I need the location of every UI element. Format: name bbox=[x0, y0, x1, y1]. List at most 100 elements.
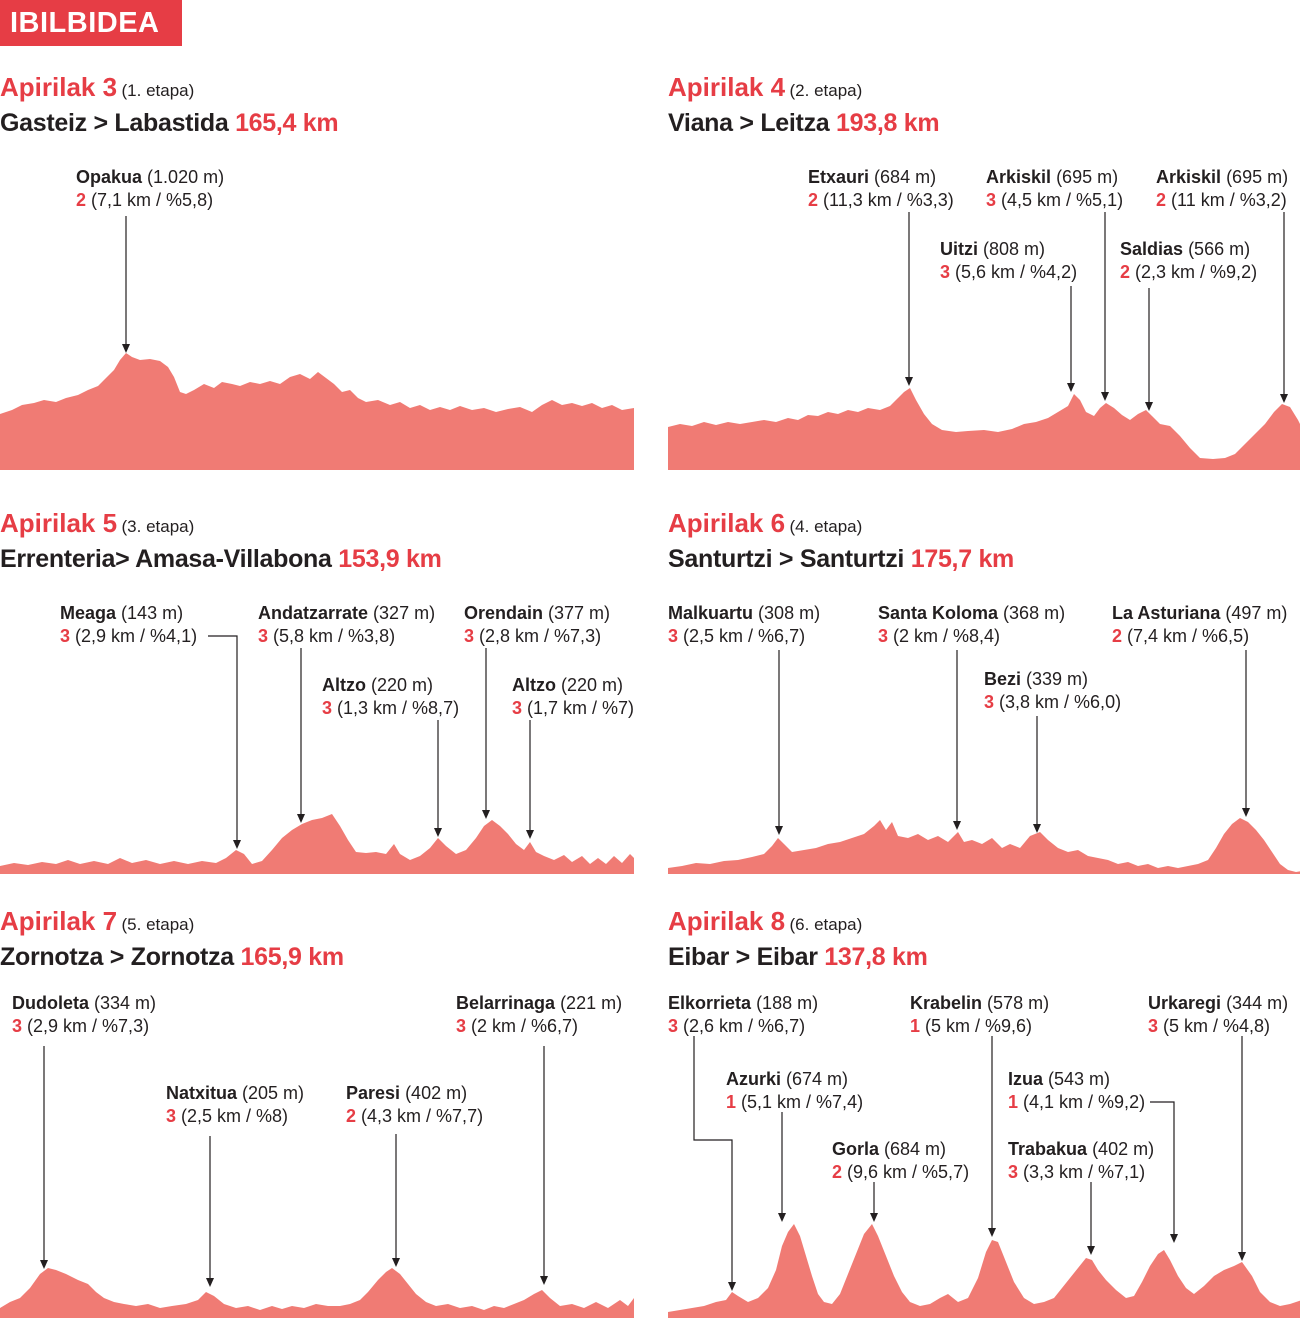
pointer-arrow bbox=[40, 1260, 48, 1269]
climb-name: Gorla bbox=[832, 1139, 880, 1159]
elevation-profile bbox=[668, 212, 1300, 470]
elevation-profile bbox=[0, 1046, 634, 1318]
ibilbidea-banner: IBILBIDEA bbox=[0, 0, 182, 46]
stage-date-line: Apirilak 7 (5. etapa) bbox=[0, 906, 194, 941]
climb-label: Krabelin (578 m) 1 (5 km / %9,6) bbox=[910, 992, 1049, 1038]
stage-date: Apirilak 5 bbox=[0, 508, 118, 538]
stage-panel-2: Apirilak 4 (2. etapa) Viana > Leitza 193… bbox=[668, 72, 1300, 472]
climb-category: 3 bbox=[12, 1016, 23, 1036]
climb-altitude: (221 m) bbox=[560, 993, 623, 1013]
profile-area bbox=[668, 818, 1300, 874]
climb-label: Arkiskil (695 m) 3 (4,5 km / %5,1) bbox=[986, 166, 1123, 212]
elevation-profile bbox=[668, 650, 1300, 874]
climb-info: (4,1 km / %9,2) bbox=[1023, 1092, 1146, 1112]
pointer-line bbox=[208, 635, 238, 842]
climb-altitude: (497 m) bbox=[1225, 603, 1288, 623]
climb-name: Saldias bbox=[1120, 239, 1184, 259]
climb-name: Altzo bbox=[322, 675, 366, 695]
climb-altitude: (368 m) bbox=[1003, 603, 1066, 623]
climb-label: Belarrinaga (221 m) 3 (2 km / %6,7) bbox=[456, 992, 622, 1038]
climb-category: 3 bbox=[984, 692, 995, 712]
climb-label: Paresi (402 m) 2 (4,3 km / %7,7) bbox=[346, 1082, 483, 1128]
climb-name: Uitzi bbox=[940, 239, 978, 259]
climb-altitude: (334 m) bbox=[94, 993, 157, 1013]
pointer-arrow bbox=[122, 344, 130, 353]
stage-distance: 137,8 km bbox=[824, 943, 928, 971]
elevation-profile bbox=[0, 216, 634, 470]
climb-info: (2,9 km / %4,1) bbox=[75, 626, 198, 646]
profile-area bbox=[668, 388, 1300, 470]
climb-label: Arkiskil (695 m) 2 (11 km / %3,2) bbox=[1156, 166, 1288, 212]
climb-category: 3 bbox=[668, 1016, 679, 1036]
climb-altitude: (220 m) bbox=[561, 675, 624, 695]
climb-altitude: (402 m) bbox=[405, 1083, 468, 1103]
stage-date: Apirilak 3 bbox=[0, 72, 118, 102]
climb-label: Gorla (684 m) 2 (9,6 km / %5,7) bbox=[832, 1138, 969, 1184]
climb-name: Natxitua bbox=[166, 1083, 238, 1103]
stage-distance: 165,4 km bbox=[235, 109, 339, 137]
pointer-arrow bbox=[988, 1228, 996, 1237]
climb-label: Uitzi (808 m) 3 (5,6 km / %4,2) bbox=[940, 238, 1077, 284]
climb-info: (2,3 km / %9,2) bbox=[1135, 262, 1258, 282]
stage-date-line: Apirilak 5 (3. etapa) bbox=[0, 508, 194, 543]
climb-name: Malkuartu bbox=[668, 603, 754, 623]
climb-category: 2 bbox=[1156, 190, 1167, 210]
climb-category: 2 bbox=[1120, 262, 1131, 282]
climb-category: 3 bbox=[322, 698, 333, 718]
climb-info: (7,1 km / %5,8) bbox=[91, 190, 214, 210]
climb-info: (2,8 km / %7,3) bbox=[479, 626, 602, 646]
climb-label: Etxauri (684 m) 2 (11,3 km / %3,3) bbox=[808, 166, 954, 212]
climb-category: 2 bbox=[1112, 626, 1123, 646]
stage-route-line: Zornotza > Zornotza 165,9 km bbox=[0, 940, 344, 974]
stage-route-line: Viana > Leitza 193,8 km bbox=[668, 106, 940, 140]
stage-distance: 165,9 km bbox=[240, 943, 345, 971]
climb-name: Arkiskil bbox=[1156, 167, 1222, 187]
climb-altitude: (578 m) bbox=[987, 993, 1050, 1013]
climb-altitude: (327 m) bbox=[373, 603, 436, 623]
climb-name: Azurki bbox=[726, 1069, 782, 1089]
climb-info: (5,1 km / %7,4) bbox=[741, 1092, 864, 1112]
climb-category: 2 bbox=[346, 1106, 357, 1126]
climb-info: (4,3 km / %7,7) bbox=[361, 1106, 484, 1126]
climb-category: 1 bbox=[726, 1092, 737, 1112]
climb-category: 3 bbox=[986, 190, 997, 210]
stage-date-line: Apirilak 3 (1. etapa) bbox=[0, 72, 194, 107]
pointer-arrow bbox=[1238, 1252, 1246, 1261]
climb-name: Bezi bbox=[984, 669, 1022, 689]
stage-route: Eibar > Eibar bbox=[668, 943, 818, 971]
stage-number: (1. etapa) bbox=[121, 81, 195, 100]
climb-altitude: (188 m) bbox=[756, 993, 819, 1013]
climb-name: Santa Koloma bbox=[878, 603, 999, 623]
climb-label: Dudoleta (334 m) 3 (2,9 km / %7,3) bbox=[12, 992, 156, 1038]
pointer-arrow bbox=[540, 1276, 548, 1285]
climb-name: Elkorrieta bbox=[668, 993, 752, 1013]
climb-altitude: (566 m) bbox=[1188, 239, 1251, 259]
climb-name: La Asturiana bbox=[1112, 603, 1221, 623]
climb-info: (2,5 km / %8) bbox=[181, 1106, 289, 1126]
stage-route-line: Gasteiz > Labastida 165,4 km bbox=[0, 106, 339, 140]
stage-date: Apirilak 6 bbox=[668, 508, 786, 538]
climb-label: Altzo (220 m) 3 (1,7 km / %7) bbox=[512, 674, 634, 720]
climb-info: (3,3 km / %7,1) bbox=[1023, 1162, 1146, 1182]
climb-altitude: (402 m) bbox=[1092, 1139, 1155, 1159]
climb-info: (1,7 km / %7) bbox=[527, 698, 635, 718]
climb-info: (5 km / %9,6) bbox=[925, 1016, 1033, 1036]
climb-category: 3 bbox=[166, 1106, 177, 1126]
climb-altitude: (543 m) bbox=[1048, 1069, 1111, 1089]
climb-info: (11,3 km / %3,3) bbox=[823, 190, 954, 210]
profile-area bbox=[0, 814, 634, 874]
climb-category: 2 bbox=[808, 190, 819, 210]
climb-label: Altzo (220 m) 3 (1,3 km / %8,7) bbox=[322, 674, 459, 720]
stage-route-line: Eibar > Eibar 137,8 km bbox=[668, 940, 928, 974]
climb-category: 2 bbox=[76, 190, 87, 210]
climb-altitude: (377 m) bbox=[548, 603, 611, 623]
elevation-profile bbox=[0, 635, 634, 874]
climb-name: Arkiskil bbox=[986, 167, 1052, 187]
stage-number: (6. etapa) bbox=[789, 915, 863, 934]
climb-label: Urkaregi (344 m) 3 (5 km / %4,8) bbox=[1148, 992, 1288, 1038]
pointer-line bbox=[1150, 1101, 1175, 1236]
pointer-arrow bbox=[775, 826, 783, 835]
pointer-arrow bbox=[1033, 824, 1041, 833]
climb-label: Andatzarrate (327 m) 3 (5,8 km / %3,8) bbox=[258, 602, 435, 648]
climb-altitude: (1.020 m) bbox=[147, 167, 225, 187]
